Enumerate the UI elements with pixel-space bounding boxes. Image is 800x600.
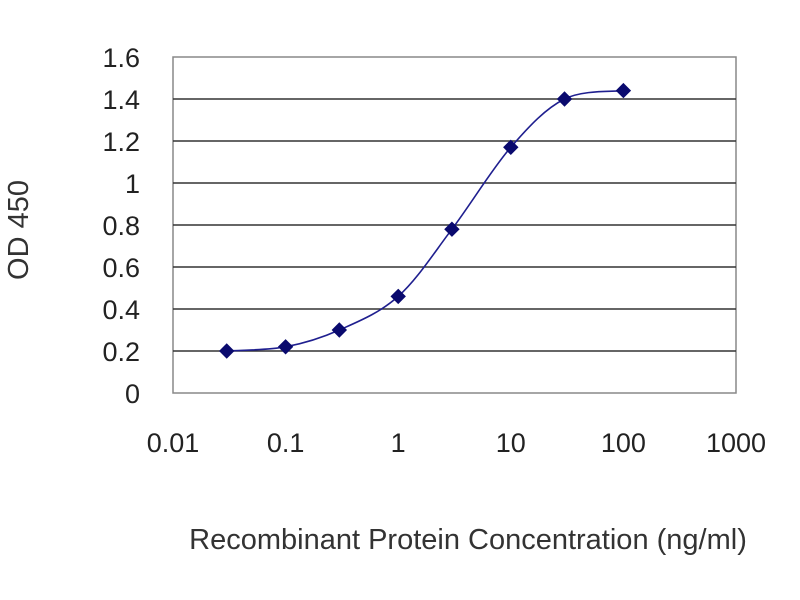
y-tick-label: 0.6	[102, 253, 140, 283]
y-tick-label: 1.2	[102, 127, 140, 157]
data-point-6	[556, 91, 573, 107]
series-line-0	[226, 89, 624, 352]
y-tick-label: 1.4	[102, 85, 140, 115]
x-tick-label: 0.1	[267, 428, 305, 458]
y-tick-label: 1.6	[102, 43, 140, 73]
data-point-5	[503, 139, 519, 156]
data-point-3	[390, 288, 406, 305]
gridlines	[173, 98, 736, 352]
data-point-4	[444, 221, 460, 237]
data-point-0	[219, 343, 235, 359]
y-tick-label: 0	[125, 379, 140, 409]
x-tick-labels: 0.01 0.1 1 10 100 1000	[147, 428, 766, 458]
data-point-2	[331, 322, 348, 338]
x-tick-label: 0.01	[147, 428, 200, 458]
y-tick-label: 0.2	[102, 337, 140, 367]
y-tick-label: 0.4	[102, 295, 140, 325]
x-tick-label: 10	[496, 428, 526, 458]
data-point-7	[615, 82, 632, 99]
x-tick-label: 1000	[706, 428, 766, 458]
y-axis-title: OD 450	[3, 180, 35, 280]
x-tick-label: 1	[391, 428, 406, 458]
x-tick-label: 100	[601, 428, 646, 458]
data-point-1	[277, 339, 294, 355]
y-tick-labels: 0 0.2 0.4 0.6 0.8 1 1.2 1.4 1.6	[102, 43, 140, 409]
y-tick-label: 1	[125, 169, 140, 199]
series-group	[219, 82, 632, 359]
x-axis-title: Recombinant Protein Concentration (ng/ml…	[189, 524, 747, 556]
y-tick-label: 0.8	[102, 211, 140, 241]
